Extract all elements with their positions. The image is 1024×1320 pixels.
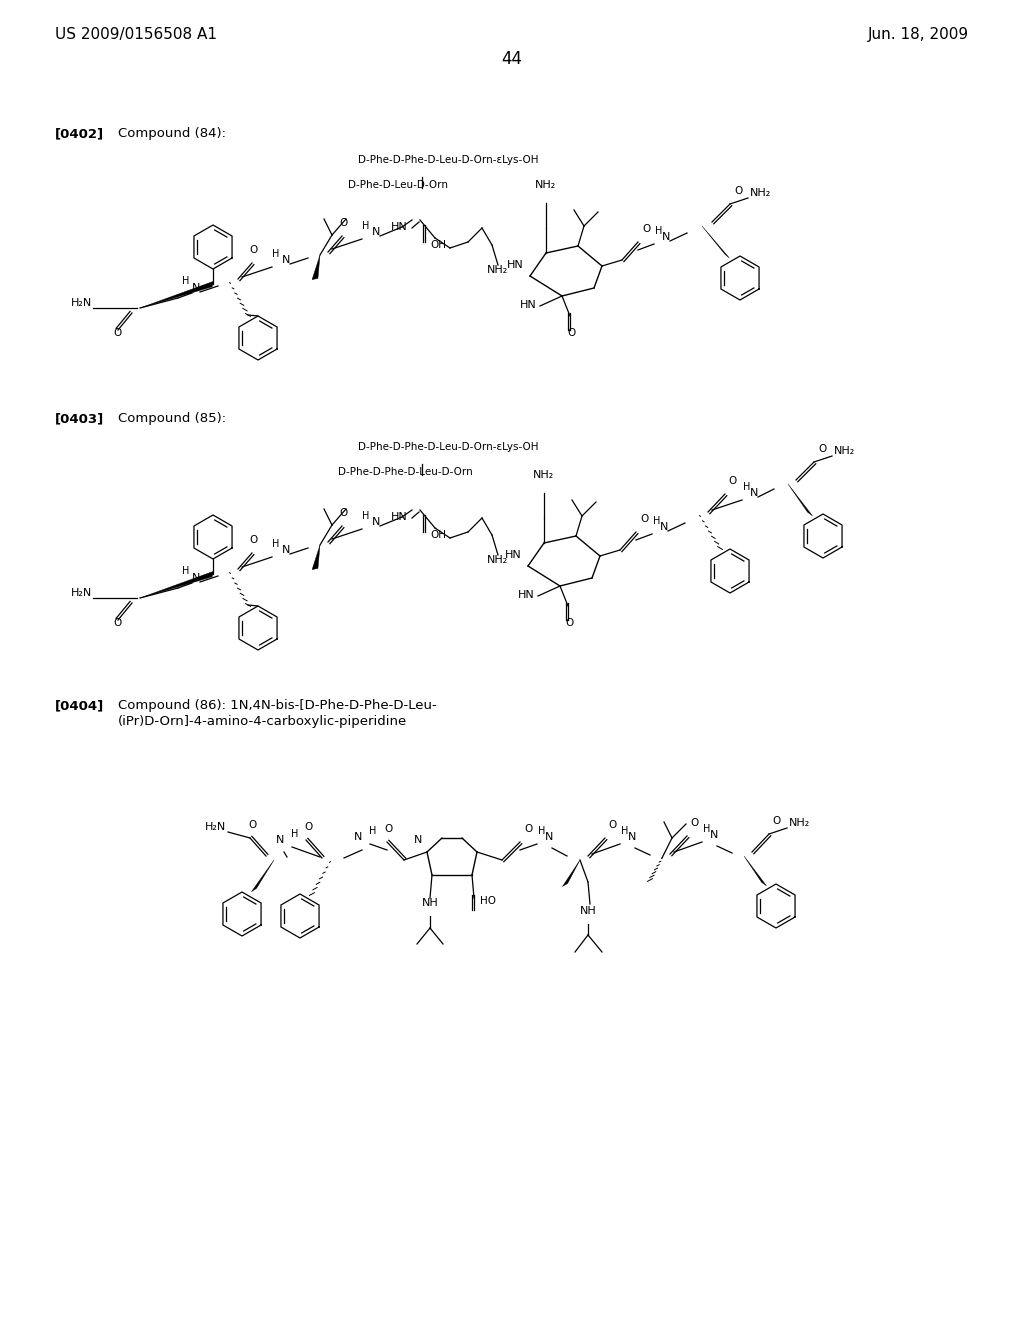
Text: O: O — [772, 816, 780, 826]
Text: NH: NH — [580, 906, 596, 916]
Text: H: H — [362, 220, 370, 231]
Text: NH₂: NH₂ — [750, 187, 771, 198]
Text: N: N — [372, 517, 380, 527]
Text: [0403]: [0403] — [55, 412, 104, 425]
Text: N: N — [750, 488, 759, 498]
Text: H: H — [182, 566, 189, 576]
Polygon shape — [312, 545, 319, 570]
Text: O: O — [608, 820, 616, 830]
Text: NH: NH — [422, 898, 438, 908]
Text: (iPr)D-Orn]-4-amino-4-carboxylic-piperidine: (iPr)D-Orn]-4-amino-4-carboxylic-piperid… — [118, 715, 408, 729]
Text: HN: HN — [518, 590, 535, 601]
Text: O: O — [818, 444, 826, 454]
Text: NH₂: NH₂ — [487, 265, 509, 275]
Text: O: O — [384, 824, 392, 834]
Text: D-Phe-D-Leu-D-Orn: D-Phe-D-Leu-D-Orn — [348, 180, 449, 190]
Text: O: O — [690, 818, 698, 828]
Text: N: N — [545, 832, 553, 842]
Text: O: O — [642, 224, 650, 234]
Text: N: N — [662, 232, 671, 242]
Text: O: O — [728, 477, 736, 486]
Text: D-Phe-D-Phe-D-Leu-D-Orn-εLys-OH: D-Phe-D-Phe-D-Leu-D-Orn-εLys-OH — [358, 154, 539, 165]
Text: Compound (86): 1N,4N-bis-[D-Phe-D-Phe-D-Leu-: Compound (86): 1N,4N-bis-[D-Phe-D-Phe-D-… — [118, 700, 437, 711]
Text: O: O — [340, 508, 348, 517]
Text: HO: HO — [480, 896, 496, 906]
Text: D-Phe-D-Phe-D-Leu-D-Orn-εLys-OH: D-Phe-D-Phe-D-Leu-D-Orn-εLys-OH — [358, 442, 539, 451]
Text: HN: HN — [391, 222, 408, 232]
Text: N: N — [710, 830, 719, 840]
Text: H: H — [621, 826, 629, 836]
Polygon shape — [788, 484, 812, 516]
Text: [0404]: [0404] — [55, 700, 104, 711]
Text: O: O — [566, 618, 574, 628]
Text: HN: HN — [391, 512, 408, 521]
Text: HN: HN — [507, 260, 524, 271]
Text: [0402]: [0402] — [55, 127, 104, 140]
Text: NH₂: NH₂ — [534, 470, 555, 480]
Text: O: O — [114, 327, 122, 338]
Text: N: N — [660, 521, 669, 532]
Text: 44: 44 — [502, 50, 522, 69]
Text: O: O — [250, 246, 258, 255]
Text: H: H — [743, 482, 751, 492]
Polygon shape — [140, 281, 214, 308]
Text: N: N — [275, 836, 284, 845]
Text: OH: OH — [430, 531, 446, 540]
Text: H: H — [362, 511, 370, 521]
Text: N: N — [414, 836, 422, 845]
Text: H₂N: H₂N — [205, 822, 226, 832]
Polygon shape — [744, 855, 766, 886]
Text: N: N — [193, 282, 201, 293]
Text: H₂N: H₂N — [71, 298, 92, 308]
Text: H: H — [291, 829, 298, 840]
Text: H: H — [538, 826, 546, 836]
Text: O: O — [524, 824, 532, 834]
Text: H: H — [182, 276, 189, 286]
Text: Compound (85):: Compound (85): — [118, 412, 226, 425]
Text: HN: HN — [520, 300, 537, 310]
Text: O: O — [248, 820, 256, 830]
Text: O: O — [568, 327, 577, 338]
Text: HN: HN — [505, 550, 522, 560]
Text: H: H — [655, 226, 663, 236]
Text: NH₂: NH₂ — [487, 554, 509, 565]
Text: Jun. 18, 2009: Jun. 18, 2009 — [868, 26, 969, 42]
Text: NH₂: NH₂ — [790, 818, 810, 828]
Text: H: H — [369, 826, 377, 836]
Text: H: H — [703, 824, 711, 834]
Text: O: O — [114, 618, 122, 628]
Text: US 2009/0156508 A1: US 2009/0156508 A1 — [55, 26, 217, 42]
Polygon shape — [702, 226, 729, 257]
Polygon shape — [562, 861, 580, 887]
Text: D-Phe-D-Phe-D-Leu-D-Orn: D-Phe-D-Phe-D-Leu-D-Orn — [338, 467, 473, 477]
Polygon shape — [312, 255, 319, 280]
Text: H: H — [653, 516, 660, 525]
Text: NH₂: NH₂ — [834, 446, 855, 455]
Text: N: N — [628, 832, 636, 842]
Text: O: O — [640, 513, 648, 524]
Text: Compound (84):: Compound (84): — [118, 127, 226, 140]
Text: N: N — [282, 255, 291, 265]
Polygon shape — [252, 861, 274, 892]
Text: H₂N: H₂N — [71, 587, 92, 598]
Text: NH₂: NH₂ — [536, 180, 557, 190]
Text: O: O — [304, 822, 312, 832]
Text: O: O — [250, 535, 258, 545]
Text: H: H — [272, 539, 280, 549]
Polygon shape — [140, 572, 214, 598]
Text: H: H — [272, 249, 280, 259]
Text: OH: OH — [430, 240, 446, 249]
Text: N: N — [193, 573, 201, 583]
Text: O: O — [734, 186, 742, 195]
Text: N: N — [372, 227, 380, 238]
Text: N: N — [353, 832, 362, 842]
Text: N: N — [282, 545, 291, 554]
Text: O: O — [340, 218, 348, 228]
